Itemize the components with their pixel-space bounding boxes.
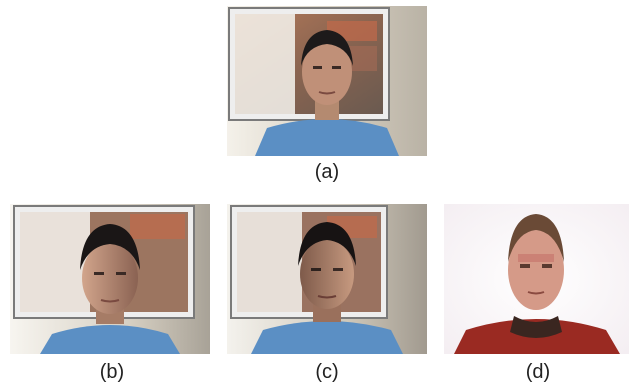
- caption-a: (a): [314, 161, 340, 183]
- photo-panel-a: [227, 6, 427, 156]
- caption-b: (b): [99, 361, 125, 383]
- man-photo-relit-right: [227, 204, 427, 354]
- man-photo-original: [227, 6, 427, 156]
- photo-panel-d: [444, 204, 629, 354]
- man-photo-relit-left: [10, 204, 210, 354]
- caption-c: (c): [315, 361, 339, 383]
- man-photo-segmented-face: [444, 204, 629, 354]
- caption-d: (d): [525, 361, 551, 383]
- photo-panel-b: [10, 204, 210, 354]
- photo-panel-c: [227, 204, 427, 354]
